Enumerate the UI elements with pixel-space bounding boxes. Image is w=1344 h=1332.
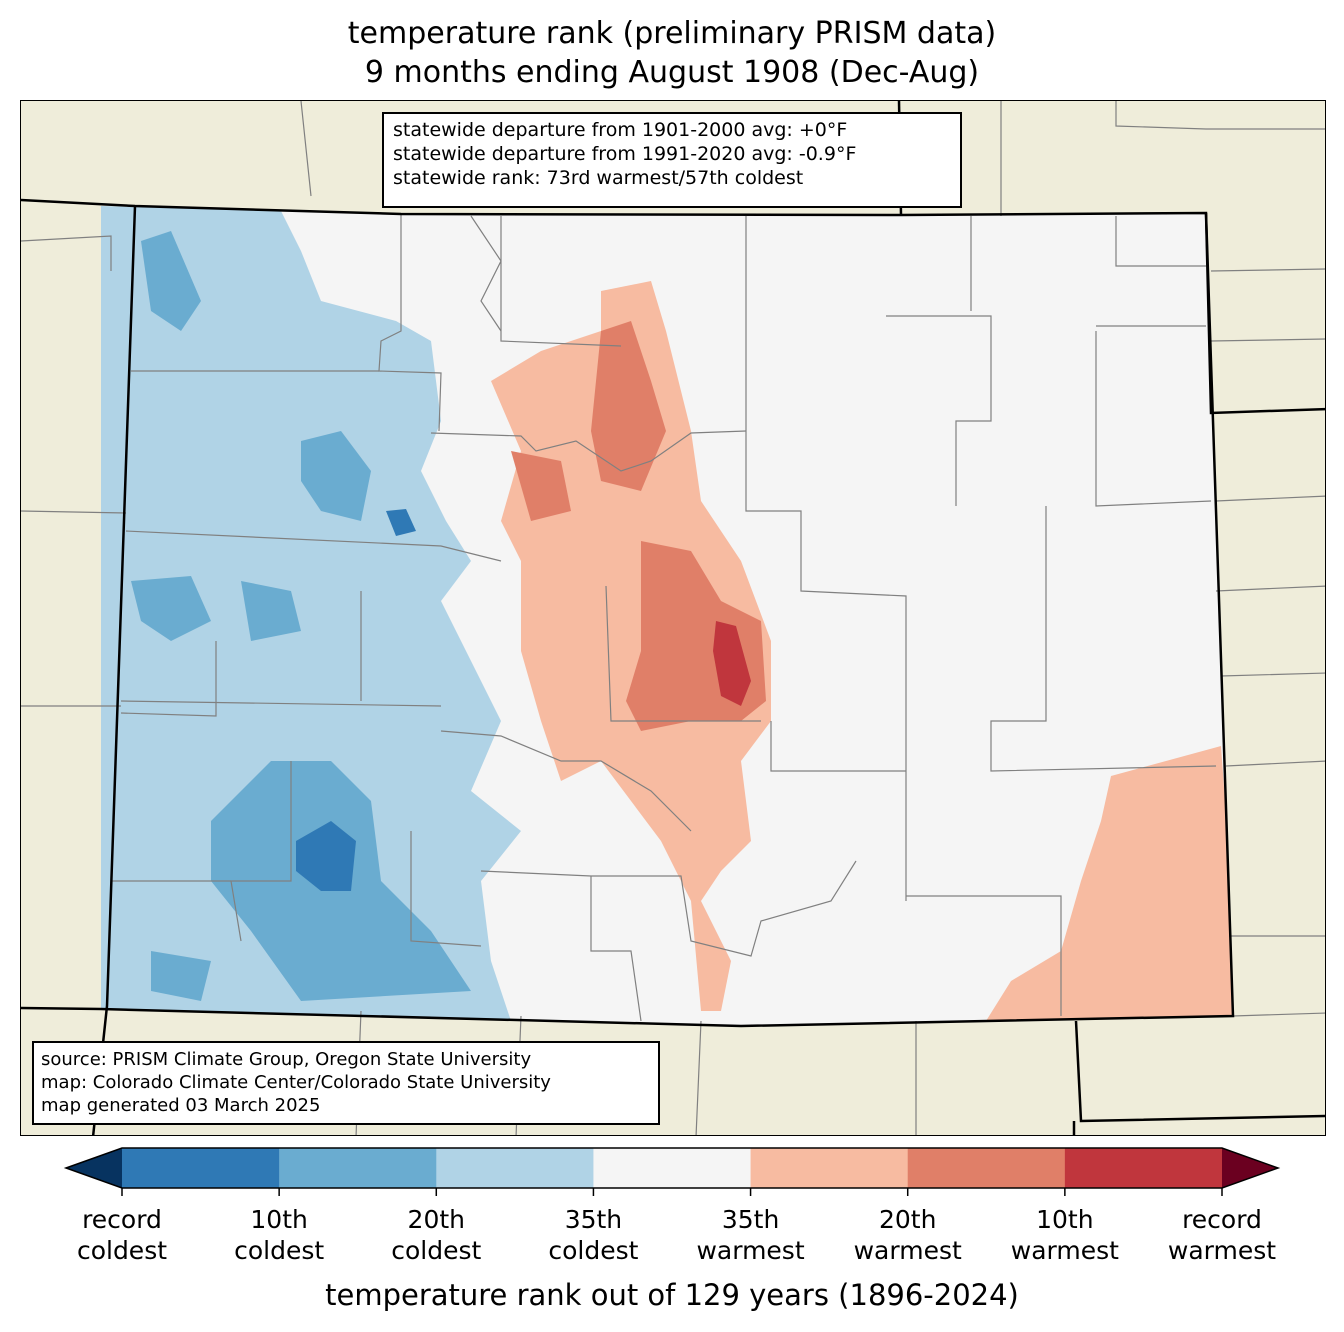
colorbar-segment bbox=[907, 1148, 1066, 1188]
colorbar-tick-label: 20th warmest bbox=[828, 1204, 988, 1266]
statewide-stats-box: statewide departure from 1901-2000 avg: … bbox=[382, 112, 962, 208]
map-credit-line: map: Colorado Climate Center/Colorado St… bbox=[41, 1072, 551, 1093]
colorbar-tick-label: 35th warmest bbox=[671, 1204, 831, 1266]
colorbar-tick-label: 35th coldest bbox=[513, 1204, 673, 1266]
west-moderate-cool-2 bbox=[301, 431, 371, 521]
colorbar-tick-label-line1: 20th bbox=[878, 1205, 937, 1234]
san-juan-cold-core bbox=[296, 821, 356, 891]
colorbar-tick-label-line2: coldest bbox=[391, 1236, 482, 1265]
colorbar-tick-label-line1: 20th bbox=[407, 1205, 466, 1234]
colorbar-tick-label: 10th warmest bbox=[985, 1204, 1145, 1266]
stats-rank: statewide rank: 73rd warmest/57th coldes… bbox=[393, 167, 804, 189]
west-cool-region bbox=[101, 206, 521, 1021]
southeast-warm-region bbox=[986, 746, 1233, 1021]
colorbar-tick-label: record warmest bbox=[1142, 1204, 1302, 1266]
colorbar-segment bbox=[750, 1148, 909, 1188]
county-lines bbox=[111, 214, 1217, 1022]
west-moderate-cool-6 bbox=[151, 951, 211, 1001]
colorbar-segment bbox=[122, 1148, 280, 1188]
source-box: source: PRISM Climate Group, Oregon Stat… bbox=[32, 1041, 660, 1125]
colorbar-segment bbox=[593, 1148, 752, 1188]
map-title-line1: temperature rank (preliminary PRISM data… bbox=[347, 16, 997, 51]
map-title-line2: 9 months ending August 1908 (Dec-Aug) bbox=[364, 55, 980, 90]
pikes-peak-warm-core bbox=[713, 621, 751, 706]
map-generated-line: map generated 03 March 2025 bbox=[41, 1095, 321, 1116]
colorbar-tick-label-line2: warmest bbox=[1167, 1236, 1277, 1265]
source-line: source: PRISM Climate Group, Oregon Stat… bbox=[41, 1049, 532, 1070]
colorbar-tick-label-line2: coldest bbox=[234, 1236, 325, 1265]
colorado-rank-map bbox=[21, 101, 1325, 1135]
colorbar-tick-label-line2: warmest bbox=[696, 1236, 805, 1265]
colorbar-tick-label-line2: warmest bbox=[1010, 1236, 1119, 1265]
west-moderate-cool-1 bbox=[141, 231, 201, 331]
map-panel bbox=[20, 100, 1326, 1136]
stats-departure-1901: statewide departure from 1901-2000 avg: … bbox=[393, 119, 848, 141]
colorbar-segment bbox=[436, 1148, 594, 1188]
colorbar-tick-label-line1: record bbox=[1182, 1205, 1262, 1234]
west-moderate-cool-5 bbox=[241, 581, 301, 641]
front-range-moderate-warm-3 bbox=[511, 451, 571, 521]
colorbar-tick-label: 10th coldest bbox=[199, 1204, 359, 1266]
stats-departure-1991: statewide departure from 1991-2020 avg: … bbox=[393, 143, 857, 165]
colorbar-tick-label-line1: 35th bbox=[564, 1205, 623, 1234]
north-cold-spot bbox=[386, 509, 416, 536]
colorbar-tick-label-line2: coldest bbox=[548, 1236, 639, 1265]
colorbar-tick-label-line1: 10th bbox=[1036, 1205, 1094, 1234]
colorbar-segment bbox=[279, 1148, 437, 1188]
colorbar-tick-label-line1: record bbox=[82, 1205, 162, 1234]
colorbar-title: temperature rank out of 129 years (1896-… bbox=[325, 1278, 1019, 1312]
front-range-moderate-warm-1 bbox=[591, 321, 666, 491]
colorbar-tick-label-line2: warmest bbox=[853, 1236, 962, 1265]
colorbar-tick-label: record coldest bbox=[42, 1204, 202, 1266]
colorbar-segment bbox=[1064, 1148, 1223, 1188]
colorbar-tick-label-line1: 35th bbox=[721, 1205, 780, 1234]
colorbar-under-arrow bbox=[66, 1148, 122, 1188]
colorbar-tick-label-line2: coldest bbox=[76, 1236, 168, 1265]
colorbar bbox=[63, 1147, 1281, 1196]
colorbar-tick-label: 20th coldest bbox=[356, 1204, 516, 1266]
colorbar-over-arrow bbox=[1222, 1148, 1278, 1188]
west-moderate-cool-3 bbox=[131, 576, 211, 641]
colorbar-tick-label-line1: 10th bbox=[250, 1205, 308, 1234]
